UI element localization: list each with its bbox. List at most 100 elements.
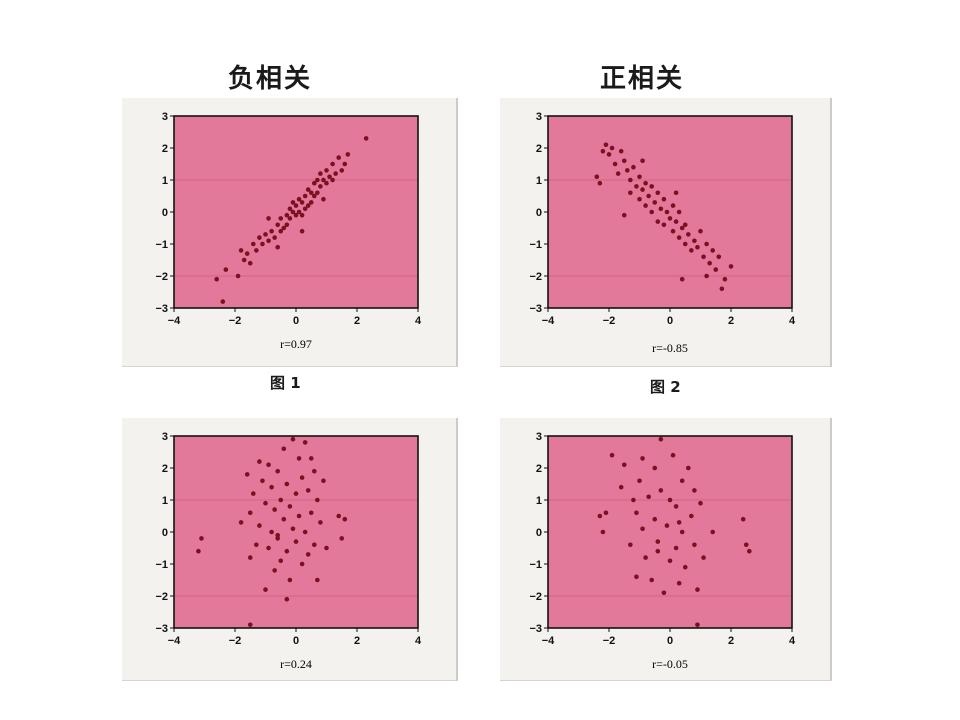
- data-point: [676, 235, 682, 240]
- data-point: [625, 168, 630, 173]
- data-point: [284, 222, 290, 228]
- data-point: [330, 177, 335, 183]
- y-tick-label: 0: [162, 207, 168, 219]
- data-point: [710, 529, 715, 535]
- scatter-plot-fig1: −3 −2 −1 0 1 2 3 −4 −2 0 2 4 r=0.97: [155, 111, 422, 351]
- data-point: [713, 267, 719, 272]
- x-tick-label: 0: [293, 315, 299, 327]
- data-point: [682, 564, 688, 570]
- data-point: [269, 228, 274, 234]
- heading-positive-correlation: 正相关: [600, 64, 685, 94]
- data-point: [299, 200, 305, 205]
- data-point: [247, 555, 253, 560]
- plot-area: [548, 116, 792, 308]
- data-point: [312, 180, 317, 186]
- data-point: [640, 158, 645, 164]
- data-point: [686, 465, 691, 471]
- plot-area: [174, 436, 418, 628]
- data-point: [308, 200, 314, 205]
- data-point: [305, 203, 311, 208]
- data-point: [257, 235, 262, 240]
- y-tick-label: −1: [529, 559, 542, 571]
- data-point: [220, 299, 226, 304]
- x-tick-label: −4: [542, 635, 555, 647]
- data-point: [315, 190, 320, 196]
- data-point: [296, 456, 302, 461]
- data-point: [290, 436, 296, 442]
- data-point: [603, 142, 609, 148]
- x-tick-label: 4: [415, 315, 422, 327]
- data-point: [308, 456, 314, 461]
- correlation-label: r=-0.85: [652, 341, 688, 355]
- data-point: [612, 161, 618, 167]
- data-point: [318, 520, 323, 525]
- data-point: [315, 177, 320, 183]
- y-tick-label: 2: [536, 143, 542, 155]
- data-point: [308, 510, 314, 516]
- data-point: [278, 216, 284, 221]
- data-point: [363, 136, 369, 141]
- data-point: [643, 180, 648, 186]
- data-point: [269, 484, 274, 490]
- x-tick-label: −2: [229, 635, 242, 647]
- data-point: [275, 468, 280, 474]
- data-point: [615, 171, 621, 176]
- x-tick-label: 2: [354, 635, 360, 647]
- data-point: [710, 248, 715, 253]
- y-tick-label: 1: [536, 175, 542, 187]
- data-point: [281, 446, 287, 452]
- data-point: [716, 254, 722, 260]
- data-point: [275, 244, 280, 250]
- data-point: [312, 193, 317, 199]
- y-tick-label: −3: [529, 623, 542, 635]
- data-point: [305, 488, 311, 493]
- data-point: [281, 516, 287, 522]
- data-point: [600, 529, 606, 535]
- data-point: [266, 216, 271, 221]
- y-tick-label: −3: [155, 623, 168, 635]
- data-point: [634, 574, 639, 580]
- y-tick-label: −2: [529, 591, 542, 603]
- data-point: [740, 516, 746, 522]
- x-tick-label: 2: [728, 315, 734, 327]
- y-tick-label: −2: [155, 271, 168, 283]
- data-point: [284, 548, 290, 554]
- data-point: [287, 504, 293, 509]
- data-point: [281, 225, 287, 231]
- correlation-label: r=-0.05: [652, 657, 688, 671]
- data-point: [707, 260, 712, 266]
- data-point: [698, 228, 703, 234]
- data-point: [652, 465, 658, 471]
- data-point: [643, 203, 648, 208]
- data-point: [318, 171, 323, 176]
- y-tick-label: −2: [529, 271, 542, 283]
- data-point: [667, 558, 673, 564]
- data-point: [235, 273, 241, 279]
- y-tick-label: −1: [155, 559, 168, 571]
- data-point: [299, 475, 305, 480]
- data-point: [272, 507, 277, 512]
- data-point: [302, 529, 308, 535]
- data-point: [658, 436, 664, 442]
- data-point: [342, 161, 348, 167]
- data-point: [661, 590, 667, 596]
- data-point: [312, 542, 317, 548]
- y-tick-label: 1: [162, 495, 168, 507]
- data-point: [728, 264, 734, 269]
- data-point: [698, 500, 703, 506]
- data-point: [263, 587, 268, 592]
- data-point: [336, 155, 341, 160]
- data-point: [196, 548, 201, 554]
- data-point: [287, 577, 293, 583]
- data-point: [655, 548, 661, 554]
- y-tick-label: 0: [536, 527, 542, 539]
- data-point: [299, 228, 305, 234]
- data-point: [658, 488, 664, 493]
- scatter-panel-fig4: −3 −2 −1 0 1 2 3 −4 −2 0 2 4 r=-0.05: [500, 418, 832, 681]
- y-tick-label: 3: [536, 431, 542, 443]
- data-point: [272, 568, 277, 573]
- data-point: [628, 177, 633, 183]
- data-point: [284, 481, 290, 487]
- x-tick-label: 0: [667, 635, 673, 647]
- y-tick-label: 3: [162, 111, 168, 123]
